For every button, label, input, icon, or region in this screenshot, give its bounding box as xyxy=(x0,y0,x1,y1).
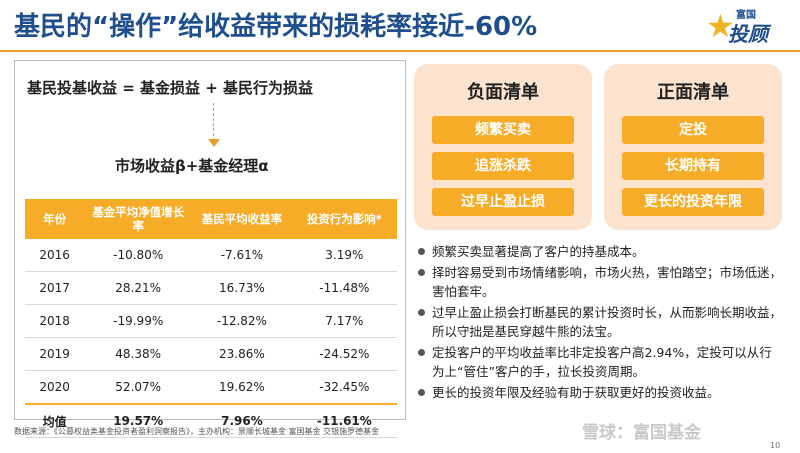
cell-effect: -11.48% xyxy=(291,271,397,305)
left-panel: 基民投基收益 = 基金损益 + 基民行为损益 市场收益β+基金经理α 年份 基金… xyxy=(14,60,406,438)
cell-effect: -24.52% xyxy=(291,337,397,371)
star-icon: ★ xyxy=(706,7,735,45)
cell-investor: -12.82% xyxy=(192,304,292,338)
cell-avg-effect: -11.61% xyxy=(291,403,397,438)
cell-nav: 28.21% xyxy=(84,271,193,305)
cell-avg-nav: 19.57% xyxy=(84,403,193,438)
formula-fund-return: 市场收益β+基金经理α xyxy=(115,157,269,175)
table-row: 2016 -10.80% -7.61% 3.19% xyxy=(25,239,397,272)
cell-nav: 52.07% xyxy=(84,370,193,405)
down-arrow-icon xyxy=(213,103,214,141)
positive-list-title: 正面清单 xyxy=(657,82,729,103)
bullet-text: 频繁买卖显著提高了客户的持基成本。 xyxy=(432,244,645,259)
arrowhead-icon xyxy=(208,139,220,147)
table-row: 2019 48.38% 23.86% -24.52% xyxy=(25,337,397,371)
positive-item: 更长的投资年限 xyxy=(622,188,764,216)
positive-list-card: 正面清单 定投 长期持有 更长的投资年限 xyxy=(604,64,782,230)
logo-line2: 投顾 xyxy=(728,22,768,46)
cell-year: 2019 xyxy=(25,337,85,371)
positive-item: 定投 xyxy=(622,116,764,144)
bullet-list: 频繁买卖显著提高了客户的持基成本。 择时容易受到市场情绪影响，市场火热，害怕踏空… xyxy=(416,242,782,404)
header-behavior-effect: 投资行为影响* xyxy=(291,199,397,239)
title-divider xyxy=(0,50,800,52)
table-row: 2020 52.07% 19.62% -32.45% xyxy=(25,370,397,405)
watermark: 雪球：富国基金 xyxy=(582,423,701,443)
negative-item: 追涨杀跌 xyxy=(432,152,574,180)
negative-item: 频繁买卖 xyxy=(432,116,574,144)
cell-effect: 3.19% xyxy=(291,239,397,272)
formula-investor-return: 基民投基收益 = 基金损益 + 基民行为损益 xyxy=(27,79,314,97)
cell-year: 2020 xyxy=(25,370,85,405)
negative-item: 过早止盈止损 xyxy=(432,188,574,216)
cell-investor: -7.61% xyxy=(192,239,292,272)
logo-line1: 富国 xyxy=(736,10,756,21)
cell-investor: 19.62% xyxy=(192,370,292,405)
positive-item: 长期持有 xyxy=(622,152,764,180)
bullet-icon xyxy=(418,349,425,356)
bullet-item: 择时容易受到市场情绪影响，市场火热，害怕踏空；市场低迷，害怕套牢。 xyxy=(416,263,782,301)
data-source-note: 数据来源：《公募权益类基金投资者盈利洞察报告》，主办机构：景顺长城基金 富国基金… xyxy=(14,427,380,436)
bullet-item: 过早止盈止损会打断基民的累计投资时长，从而影响长期收益，所以守拙是基民穿越牛熊的… xyxy=(416,303,782,341)
header-investor-return: 基民平均收益率 xyxy=(192,199,292,239)
brand-logo: ★ 富国 投顾 xyxy=(706,4,794,46)
table-row: 2017 28.21% 16.73% -11.48% xyxy=(25,271,397,305)
bullet-item: 更长的投资年限及经验有助于获取更好的投资收益。 xyxy=(416,383,782,402)
cell-year: 2018 xyxy=(25,304,85,338)
bullet-icon xyxy=(418,389,425,396)
cell-effect: -32.45% xyxy=(291,370,397,405)
header-nav-growth: 基金平均净值增长率 xyxy=(84,199,193,239)
bullet-item: 定投客户的平均收益率比非定投客户高2.94%，定投可以从行为上“管住”客户的手，… xyxy=(416,343,782,381)
bullet-icon xyxy=(418,248,425,255)
bullet-icon xyxy=(418,309,425,316)
bullet-icon xyxy=(418,269,425,276)
returns-table: 年份 基金平均净值增长率 基民平均收益率 投资行为影响* 2016 -10.80… xyxy=(25,199,397,438)
bullet-text: 更长的投资年限及经验有助于获取更好的投资收益。 xyxy=(432,385,720,400)
cell-year: 2017 xyxy=(25,271,85,305)
negative-list-card: 负面清单 频繁买卖 追涨杀跌 过早止盈止损 xyxy=(414,64,592,230)
cell-avg-label: 均值 xyxy=(25,403,85,438)
page-title: 基民的“操作”给收益带来的损耗率接近-60% xyxy=(14,12,538,42)
bullet-text: 定投客户的平均收益率比非定投客户高2.94%，定投可以从行为上“管住”客户的手，… xyxy=(432,345,772,379)
header-year: 年份 xyxy=(25,199,85,239)
page-number: 10 xyxy=(770,441,781,450)
bullet-text: 择时容易受到市场情绪影响，市场火热，害怕踏空；市场低迷，害怕套牢。 xyxy=(432,265,783,299)
negative-list-title: 负面清单 xyxy=(467,82,539,103)
table-header-row: 年份 基金平均净值增长率 基民平均收益率 投资行为影响* xyxy=(25,199,397,239)
cell-effect: 7.17% xyxy=(291,304,397,338)
cell-nav: -10.80% xyxy=(84,239,193,272)
bullet-item: 频繁买卖显著提高了客户的持基成本。 xyxy=(416,242,782,261)
cell-avg-investor: 7.96% xyxy=(192,403,292,438)
cell-nav: 48.38% xyxy=(84,337,193,371)
bullet-text: 过早止盈止损会打断基民的累计投资时长，从而影响长期收益，所以守拙是基民穿越牛熊的… xyxy=(432,305,783,339)
cell-nav: -19.99% xyxy=(84,304,193,338)
table-row: 2018 -19.99% -12.82% 7.17% xyxy=(25,304,397,338)
cell-investor: 23.86% xyxy=(192,337,292,371)
cell-year: 2016 xyxy=(25,239,85,272)
right-panel: 负面清单 频繁买卖 追涨杀跌 过早止盈止损 正面清单 定投 长期持有 更长的投资… xyxy=(410,60,790,418)
cell-investor: 16.73% xyxy=(192,271,292,305)
table-average-row: 均值 19.57% 7.96% -11.61% xyxy=(25,403,397,438)
